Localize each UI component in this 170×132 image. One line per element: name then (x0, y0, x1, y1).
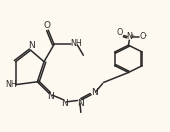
Text: N: N (126, 32, 132, 41)
Text: NH: NH (70, 39, 82, 48)
Text: N: N (47, 92, 54, 101)
Text: N: N (28, 41, 35, 50)
Text: NH: NH (5, 80, 17, 89)
Text: N: N (62, 99, 68, 108)
Text: O: O (140, 32, 146, 41)
Text: +: + (130, 33, 135, 38)
Text: -: - (145, 32, 147, 38)
Text: N: N (77, 99, 84, 108)
Text: N: N (91, 88, 98, 97)
Text: O: O (44, 21, 51, 30)
Text: O: O (117, 29, 123, 37)
